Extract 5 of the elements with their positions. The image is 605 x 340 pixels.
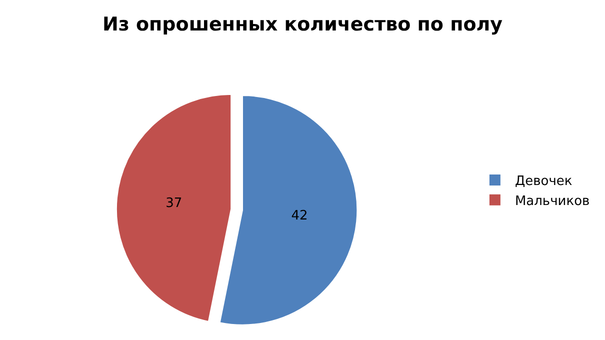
legend-label: Девочек <box>514 174 572 190</box>
data-label: 37 <box>166 196 182 211</box>
data-label: 42 <box>291 208 308 224</box>
legend-label: Мальчиков <box>514 194 590 209</box>
chart-title: Из опрошенных количество по полу <box>102 13 504 36</box>
